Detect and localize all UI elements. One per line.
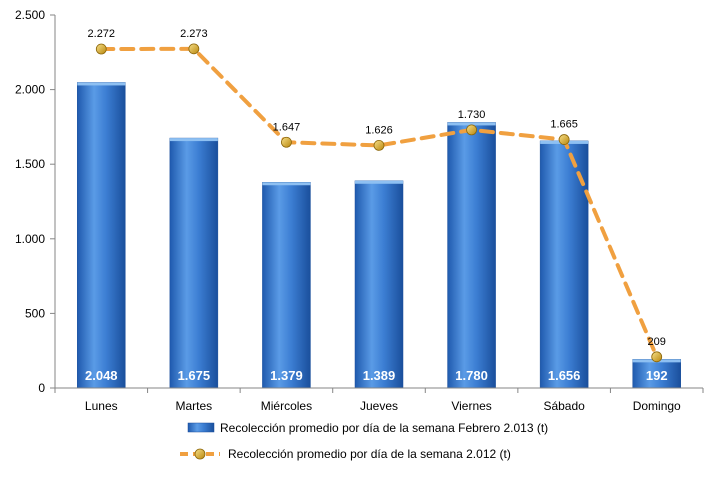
bar (262, 182, 311, 389)
y-tick-label: 2.500 (15, 8, 45, 22)
y-tick-label: 0 (38, 381, 45, 395)
bar-data-label: 1.780 (455, 368, 488, 383)
y-tick-label: 1.000 (15, 232, 45, 246)
y-tick-label: 2.000 (15, 83, 45, 97)
line-data-label: 1.626 (365, 124, 393, 136)
x-tick-label: Martes (176, 399, 213, 413)
line-marker (188, 43, 200, 55)
line-marker (373, 140, 385, 151)
x-axis: Lunes Martes Miércoles Jueves Viernes Sábado D… (54, 387, 704, 413)
y-tick-label: 500 (25, 306, 45, 320)
bar (447, 122, 496, 389)
bar-data-label: 1.379 (270, 368, 303, 383)
bar-top-highlight (355, 180, 403, 184)
bar-data-label: 1.675 (178, 368, 211, 383)
bar (169, 137, 219, 389)
line-data-label: 1.647 (273, 121, 301, 133)
y-tick-label: 1.500 (15, 157, 45, 171)
x-tick-label: Viernes (451, 399, 491, 413)
x-tick-label: Miércoles (261, 399, 312, 413)
legend-bar-swatch (187, 422, 215, 433)
legend: Recolección promedio por día de la seman… (180, 421, 548, 461)
x-tick-label: Sábado (543, 399, 585, 413)
line-marker (466, 124, 477, 136)
x-tick-label: Lunes (85, 399, 118, 413)
line-series: 2.272 2.273 1.647 1.626 1.730 1.665 209 (88, 28, 666, 363)
legend-line-label: Recolección promedio por día de la seman… (228, 447, 511, 461)
bar-data-label: 2.048 (85, 368, 118, 383)
bar-top-highlight (447, 122, 496, 126)
bar-data-label: 1.389 (363, 368, 396, 383)
bar (354, 180, 404, 389)
bar-top-highlight (77, 82, 126, 86)
bar-top-highlight (262, 182, 311, 186)
line-marker (558, 134, 570, 145)
line-data-label: 209 (648, 336, 666, 348)
bar-data-label: 192 (646, 368, 668, 383)
x-tick-label: Jueves (360, 399, 398, 413)
line-marker (95, 43, 107, 55)
bar (77, 82, 126, 389)
x-tick-label: Domingo (633, 399, 681, 413)
line-marker (281, 136, 292, 148)
legend-line-marker (194, 448, 206, 460)
line-data-label: 2.272 (88, 28, 116, 40)
bar-top-highlight (169, 138, 218, 142)
bar-data-label: 1.656 (548, 368, 581, 383)
line-data-label: 2.273 (180, 28, 208, 40)
line-data-label: 1.665 (550, 119, 578, 131)
bar (632, 359, 681, 389)
line-data-label: 1.730 (458, 109, 486, 121)
line-marker (651, 351, 663, 363)
legend-bar-label: Recolección promedio por día de la seman… (220, 421, 548, 435)
y-axis: 0 500 1.000 1.500 2.000 2.500 (15, 8, 56, 395)
